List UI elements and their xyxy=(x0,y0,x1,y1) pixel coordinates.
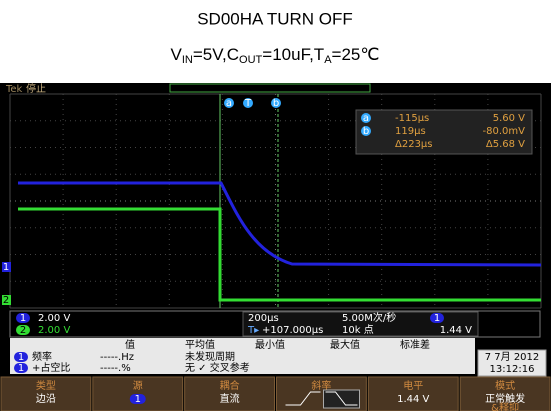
measure-note: 未发现周期 xyxy=(185,350,235,363)
measure-value: -----.Hz xyxy=(100,352,134,363)
ch1-scale: 2.00 V xyxy=(38,313,70,324)
subtitle: VIN=5V,COUT=10uF,TA=25℃ xyxy=(171,45,380,65)
sub-part: OUT xyxy=(239,54,263,66)
slope-icon xyxy=(285,391,321,406)
measure-header: 平均值 xyxy=(185,338,215,351)
trigger-pill xyxy=(430,313,444,323)
timebase-position: +107.000μs xyxy=(262,325,323,336)
menu-value: 1 xyxy=(135,394,141,405)
measure-header: 标准差 xyxy=(400,338,430,351)
title: SD00HA TURN OFF xyxy=(197,9,353,28)
menu-value: 1.44 V xyxy=(397,394,429,405)
menu-label: 源 xyxy=(133,379,143,392)
cursor-id: a xyxy=(363,113,369,124)
measure-note: 无 ✓ 交叉参考 xyxy=(185,361,250,374)
measure-value: -----.% xyxy=(100,363,131,374)
menu-button[interactable] xyxy=(459,376,551,411)
ch1-marker-text: 1 xyxy=(3,262,9,273)
measure-box xyxy=(10,338,475,374)
brand: Tek xyxy=(5,84,23,95)
measure-table: 值 平均值 最小值 最大值 标准差 1 频率 -----.Hz 未发现周期 1 +占空比 -----.… xyxy=(14,338,430,374)
menu-label: 类型 xyxy=(36,379,56,392)
menu-value: 直流 xyxy=(220,392,240,405)
measure-header: 最小值 xyxy=(255,338,285,351)
ch2-scale: 2.00 V xyxy=(38,325,70,336)
marker-a-text: a xyxy=(226,98,232,109)
cursor-readout xyxy=(355,109,533,155)
measure-ch: 1 xyxy=(18,352,24,363)
cursor-value: 5.60 V xyxy=(493,113,525,124)
ch2-marker xyxy=(2,295,11,305)
sub-part: =10uF,T xyxy=(262,45,324,64)
ch1-trace xyxy=(18,181,542,267)
trigger-source: 1 xyxy=(434,313,440,324)
menu-button[interactable] xyxy=(367,376,459,411)
cursor-time: 119μs xyxy=(395,126,426,137)
sub-part: IN xyxy=(182,54,193,66)
cursor-time: Δ223μs xyxy=(395,139,433,150)
measure-ch: 1 xyxy=(18,363,24,374)
ch1-marker xyxy=(2,262,11,272)
run-state: 停止 xyxy=(26,82,46,95)
sub-part: V xyxy=(171,45,183,64)
ch2-pill xyxy=(16,325,30,335)
cursor-badge xyxy=(361,113,371,123)
marker-b-text: b xyxy=(273,98,279,109)
measure-header: 值 xyxy=(125,338,135,351)
timebase-scale: 200μs xyxy=(248,313,279,324)
menu-label: 耦合 xyxy=(220,379,240,392)
timebase-t: T▸ xyxy=(247,325,259,336)
menu-pill xyxy=(129,394,146,404)
menu-button[interactable] xyxy=(184,376,276,411)
ch2-id: 2 xyxy=(20,325,26,336)
sample-rate: 5.00M次/秒 xyxy=(342,311,396,324)
datetime-box xyxy=(477,349,547,377)
trigger-level: 1.44 V xyxy=(440,325,472,336)
cursor-value: -80.0mV xyxy=(483,126,526,137)
menu-label: 模式 xyxy=(495,379,515,392)
marker-t-text: T xyxy=(244,98,252,109)
cursor-value: Δ5.68 V xyxy=(486,139,525,150)
marker-a xyxy=(224,98,234,108)
sub-part: =25℃ xyxy=(332,45,380,64)
cursor-time: -115μs xyxy=(395,113,429,124)
measure-name: 频率 xyxy=(32,350,52,363)
cursor-badge xyxy=(361,126,371,136)
sub-part: A xyxy=(324,54,332,66)
menu-value: 正常触发 xyxy=(485,392,525,405)
measure-name: +占空比 xyxy=(32,361,70,374)
ch2-marker-text: 2 xyxy=(3,295,9,306)
measure-pill xyxy=(14,352,28,362)
menu-extra: &释抑 xyxy=(491,401,519,411)
menu-button[interactable] xyxy=(0,376,92,411)
sub-part: =5V,C xyxy=(193,45,239,64)
menu-label: 电平 xyxy=(403,379,423,392)
record-length: 10k 点 xyxy=(342,324,374,336)
cursor-rows: a -115μs 5.60 V b 119μs -80.0mV Δ223μs Δ5.68 V xyxy=(361,113,525,150)
measure-pill xyxy=(14,363,28,373)
cursor-id: b xyxy=(363,126,369,137)
time: 13:12:16 xyxy=(490,364,535,375)
record-bar xyxy=(169,83,371,93)
marker-b xyxy=(271,98,281,108)
measure-header: 最大值 xyxy=(330,338,360,351)
date: 7 7月 2012 xyxy=(485,351,540,363)
ch2-trace xyxy=(18,207,541,302)
menu-label: 斜率 xyxy=(311,379,331,392)
grid xyxy=(9,93,542,309)
slope-icon-fall xyxy=(325,391,358,406)
marker-t xyxy=(243,98,253,108)
menu-value: 边沿 xyxy=(36,393,56,405)
ch1-id: 1 xyxy=(20,313,26,324)
ch1-pill xyxy=(16,313,30,323)
